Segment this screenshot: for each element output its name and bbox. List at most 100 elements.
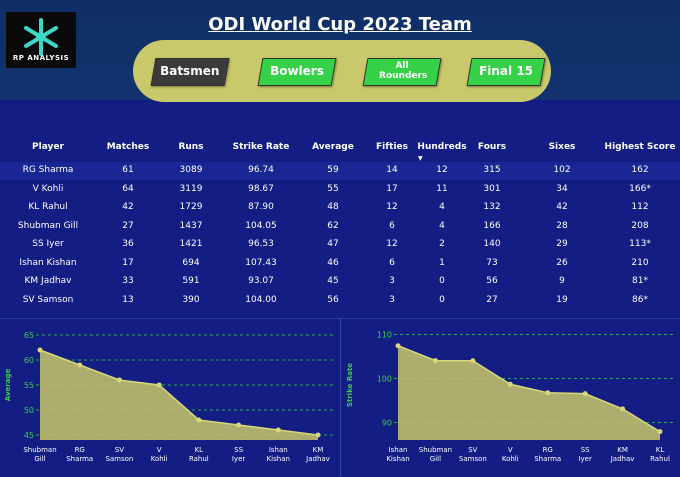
cell-matches: 64 — [122, 183, 134, 194]
y-axis-label: Strike Rate — [346, 363, 354, 407]
nav-bowlers-button[interactable]: Bowlers — [257, 58, 337, 86]
col-header-sixes[interactable]: Sixes — [548, 142, 576, 152]
table-row[interactable]: RG Sharma 61 3089 96.74 59 14 12 315 102 162 — [0, 162, 680, 180]
cell-hundreds: 2 — [439, 239, 445, 249]
table-row[interactable]: KM Jadhav 33 591 93.07 45 3 0 56 9 81* — [0, 273, 680, 291]
cell-fifties: 3 — [389, 294, 395, 305]
nav-batsmen-label: Batsmen — [160, 64, 220, 79]
col-header-player[interactable]: Player — [32, 142, 64, 152]
data-point[interactable] — [470, 358, 476, 364]
col-header-fifties[interactable]: Fifties — [376, 142, 408, 152]
cell-matches: 33 — [122, 276, 134, 286]
x-tick-label: SS Iyer — [578, 446, 592, 463]
table-row[interactable]: SV Samson 13 390 104.00 56 3 0 27 19 86* — [0, 292, 680, 310]
table-row[interactable]: KL Rahul 42 1729 87.90 48 12 4 132 42 112 — [0, 199, 680, 217]
cell-hundreds: 0 — [439, 276, 445, 286]
cell-strike-rate: 96.53 — [248, 239, 274, 249]
data-point[interactable] — [395, 343, 401, 349]
cell-runs: 3089 — [179, 165, 203, 175]
cell-strike-rate: 107.43 — [245, 257, 277, 268]
data-point[interactable] — [236, 422, 242, 428]
data-point[interactable] — [196, 417, 202, 423]
cell-fours: 56 — [486, 276, 498, 286]
col-header-hundreds[interactable]: Hundreds — [417, 142, 467, 152]
cell-strike-rate: 96.74 — [248, 165, 274, 175]
cell-runs: 3119 — [179, 183, 203, 194]
table-row[interactable]: SS Iyer 36 1421 96.53 47 12 2 140 29 113* — [0, 236, 680, 254]
table-row[interactable]: Ishan Kishan 17 694 107.43 46 6 1 73 26 210 — [0, 255, 680, 273]
cell-fifties: 14 — [386, 165, 398, 175]
area-fill — [398, 345, 660, 440]
cell-sixes: 9 — [559, 276, 565, 286]
page-title: ODI World Cup 2023 Team — [208, 14, 472, 35]
x-tick-label: Ishan Kishan — [386, 446, 409, 463]
data-point[interactable] — [432, 358, 438, 364]
table-row[interactable]: V Kohli 64 3119 98.67 55 17 11 301 34 166* — [0, 181, 680, 199]
y-tick-label: 90 — [382, 418, 392, 427]
cell-hundreds: 12 — [436, 165, 448, 175]
cell-player: KL Rahul — [28, 202, 68, 212]
nav-batsmen-button[interactable]: Batsmen — [150, 58, 230, 86]
data-point[interactable] — [37, 347, 43, 353]
data-point[interactable] — [657, 429, 663, 435]
col-header-runs[interactable]: Runs — [178, 142, 204, 152]
x-tick-label: RG Sharma — [534, 446, 561, 463]
table-row[interactable]: Shubman Gill 27 1437 104.05 62 6 4 166 28 208 — [0, 218, 680, 236]
cell-matches: 17 — [122, 257, 134, 268]
cell-sixes: 102 — [553, 165, 571, 175]
data-point[interactable] — [77, 362, 83, 368]
data-point[interactable] — [582, 391, 588, 397]
data-point[interactable] — [507, 381, 513, 387]
cell-fifties: 6 — [389, 220, 395, 231]
cell-hundreds: 4 — [439, 220, 445, 231]
x-tick-label: SV Samson — [459, 446, 487, 463]
cell-player: RG Sharma — [22, 165, 74, 175]
x-tick-label: Ishan Kishan — [267, 446, 290, 463]
x-tick-label: V Kohli — [151, 446, 168, 463]
cell-average: 56 — [327, 294, 339, 305]
cell-highest-score: 208 — [631, 220, 649, 231]
cell-sixes: 29 — [556, 239, 568, 249]
nav-all-rounders-button[interactable]: All Rounders — [362, 58, 442, 86]
data-point[interactable] — [315, 432, 321, 438]
col-header-strike-rate[interactable]: Strike Rate — [232, 142, 290, 152]
col-header-matches[interactable]: Matches — [106, 142, 150, 152]
cell-runs: 1437 — [179, 220, 203, 231]
nav-final-15-button[interactable]: Final 15 — [466, 58, 546, 86]
cell-fours: 301 — [483, 183, 501, 194]
data-point[interactable] — [620, 406, 626, 412]
nav-all-rounders-label: All Rounders — [379, 61, 428, 81]
data-point[interactable] — [116, 377, 122, 383]
cell-hundreds: 1 — [439, 257, 445, 268]
cell-average: 59 — [327, 165, 339, 175]
cell-highest-score: 86* — [632, 294, 648, 305]
nav-bar: Batsmen Bowlers All Rounders Final 15 — [133, 40, 551, 102]
cell-fifties: 12 — [386, 202, 398, 212]
cell-average: 46 — [327, 257, 339, 268]
col-header-highest-score[interactable]: Highest Score — [604, 142, 676, 152]
cell-sixes: 28 — [556, 220, 568, 231]
x-tick-label: KM Jadhav — [305, 446, 330, 463]
y-tick-label: 110 — [377, 330, 392, 339]
x-tick-label: KM Jadhav — [610, 446, 635, 463]
col-header-fours[interactable]: Fours — [477, 142, 507, 152]
cell-runs: 1421 — [179, 239, 203, 249]
cell-highest-score: 210 — [631, 257, 649, 268]
col-header-average[interactable]: Average — [312, 142, 354, 152]
data-point[interactable] — [156, 382, 162, 388]
strike-rate-chart: Strike Rate 90 100 110 Ishan Kishan Shubman Gil… — [346, 330, 676, 463]
cell-sixes: 26 — [556, 257, 568, 268]
y-tick-label: 45 — [24, 431, 34, 440]
cell-sixes: 34 — [556, 183, 568, 194]
cell-fours: 73 — [486, 257, 498, 268]
cell-strike-rate: 104.05 — [245, 220, 277, 231]
data-point[interactable] — [545, 390, 551, 396]
x-tick-label: RG Sharma — [66, 446, 93, 463]
cell-strike-rate: 98.67 — [248, 183, 274, 194]
cell-fifties: 6 — [389, 257, 395, 268]
x-tick-label: V Kohli — [502, 446, 519, 463]
cell-matches: 27 — [122, 220, 134, 231]
logo-text: RP ANALYSIS — [12, 54, 70, 62]
data-point[interactable] — [275, 427, 281, 433]
nav-final-15-label: Final 15 — [479, 64, 533, 79]
